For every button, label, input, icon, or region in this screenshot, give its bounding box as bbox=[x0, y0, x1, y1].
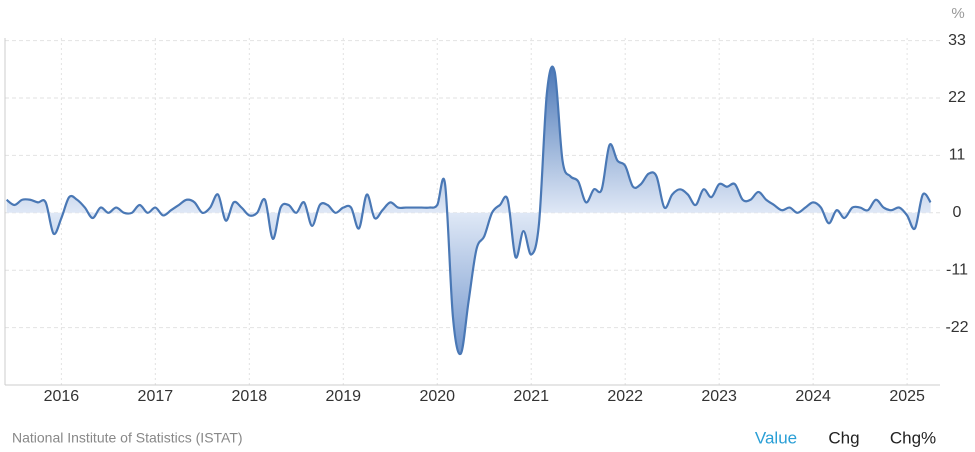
line bbox=[5, 65, 932, 356]
x-tick-label: 2023 bbox=[701, 388, 737, 405]
x-tick-label: 2020 bbox=[419, 388, 455, 405]
y-unit: % bbox=[951, 5, 964, 22]
x-tick-label: 2017 bbox=[138, 388, 174, 405]
y-tick-label: 0 bbox=[953, 204, 962, 221]
x-tick-label: 2022 bbox=[607, 388, 643, 405]
chg-button[interactable]: Chg bbox=[828, 428, 859, 447]
y-tick-label: 22 bbox=[948, 89, 966, 106]
x-tick-label: 2018 bbox=[232, 388, 268, 405]
y-tick-label: -22 bbox=[945, 319, 968, 336]
chg-pct-button[interactable]: Chg% bbox=[890, 428, 936, 447]
x-tick-label: 2024 bbox=[795, 388, 831, 405]
y-tick-label: -11 bbox=[946, 261, 968, 278]
y-tick-label: 11 bbox=[949, 147, 966, 164]
x-tick-label: 2019 bbox=[325, 388, 361, 405]
value-button[interactable]: Value bbox=[755, 428, 797, 447]
x-tick-label: 2021 bbox=[513, 388, 549, 405]
x-tick-label: 2025 bbox=[889, 388, 925, 405]
x-tick-label: 2016 bbox=[44, 388, 80, 405]
y-tick-label: 33 bbox=[948, 32, 966, 49]
source: National Institute of Statistics (ISTAT) bbox=[12, 430, 243, 446]
